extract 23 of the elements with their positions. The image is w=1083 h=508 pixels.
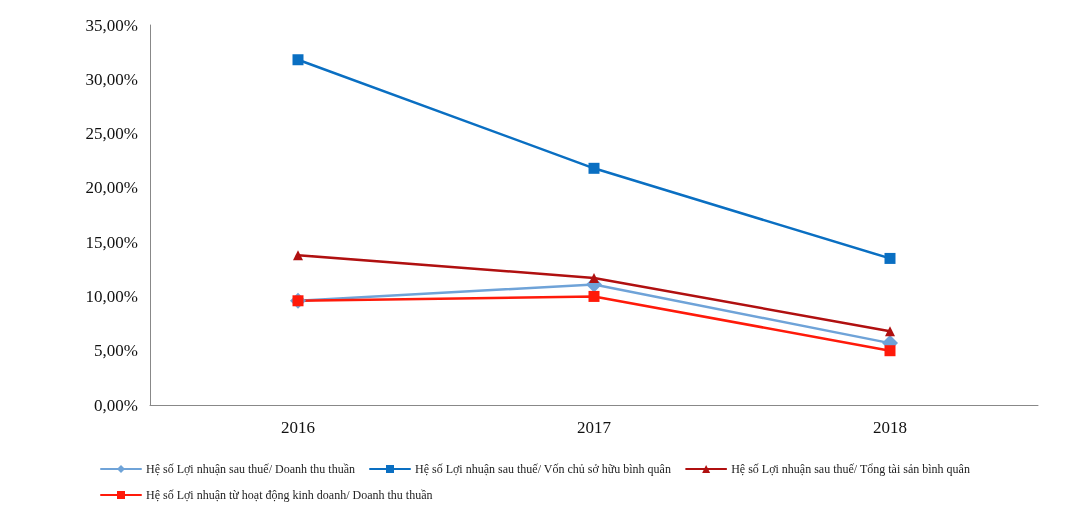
y-tick-label: 15,00% (85, 232, 138, 252)
legend-label: Hệ số Lợi nhuận từ hoạt động kinh doanh/ Doanh thu thuần (146, 488, 433, 502)
y-tick-label: 30,00% (85, 69, 138, 89)
point (293, 250, 303, 261)
y-tick-label: 10,00% (85, 286, 138, 306)
y-tick-label: 25,00% (85, 124, 138, 144)
legend-label: Hệ số Lợi nhuận sau thuế/ Tổng tài sản bình quân (731, 462, 970, 476)
x-tick-label: 2016 (281, 418, 315, 437)
point (588, 290, 600, 302)
legend-label: Hệ số Lợi nhuận sau thuế/ Vốn chủ sở hữu bình quân (414, 462, 671, 476)
y-tick-label: 20,00% (85, 178, 138, 198)
x-tick-label: 2017 (577, 418, 612, 437)
point (885, 326, 895, 337)
point (589, 272, 599, 283)
y-tick-label: 0,00% (94, 395, 138, 415)
point (884, 252, 896, 264)
x-tick-label: 2018 (873, 418, 907, 437)
legend-label: Hệ số Lợi nhuận sau thuế/ Doanh thu thuần (146, 462, 355, 476)
y-tick-label: 35,00% (85, 15, 138, 35)
point (588, 162, 600, 174)
point (292, 54, 304, 66)
point (884, 345, 896, 357)
y-tick-label: 5,00% (94, 341, 138, 361)
